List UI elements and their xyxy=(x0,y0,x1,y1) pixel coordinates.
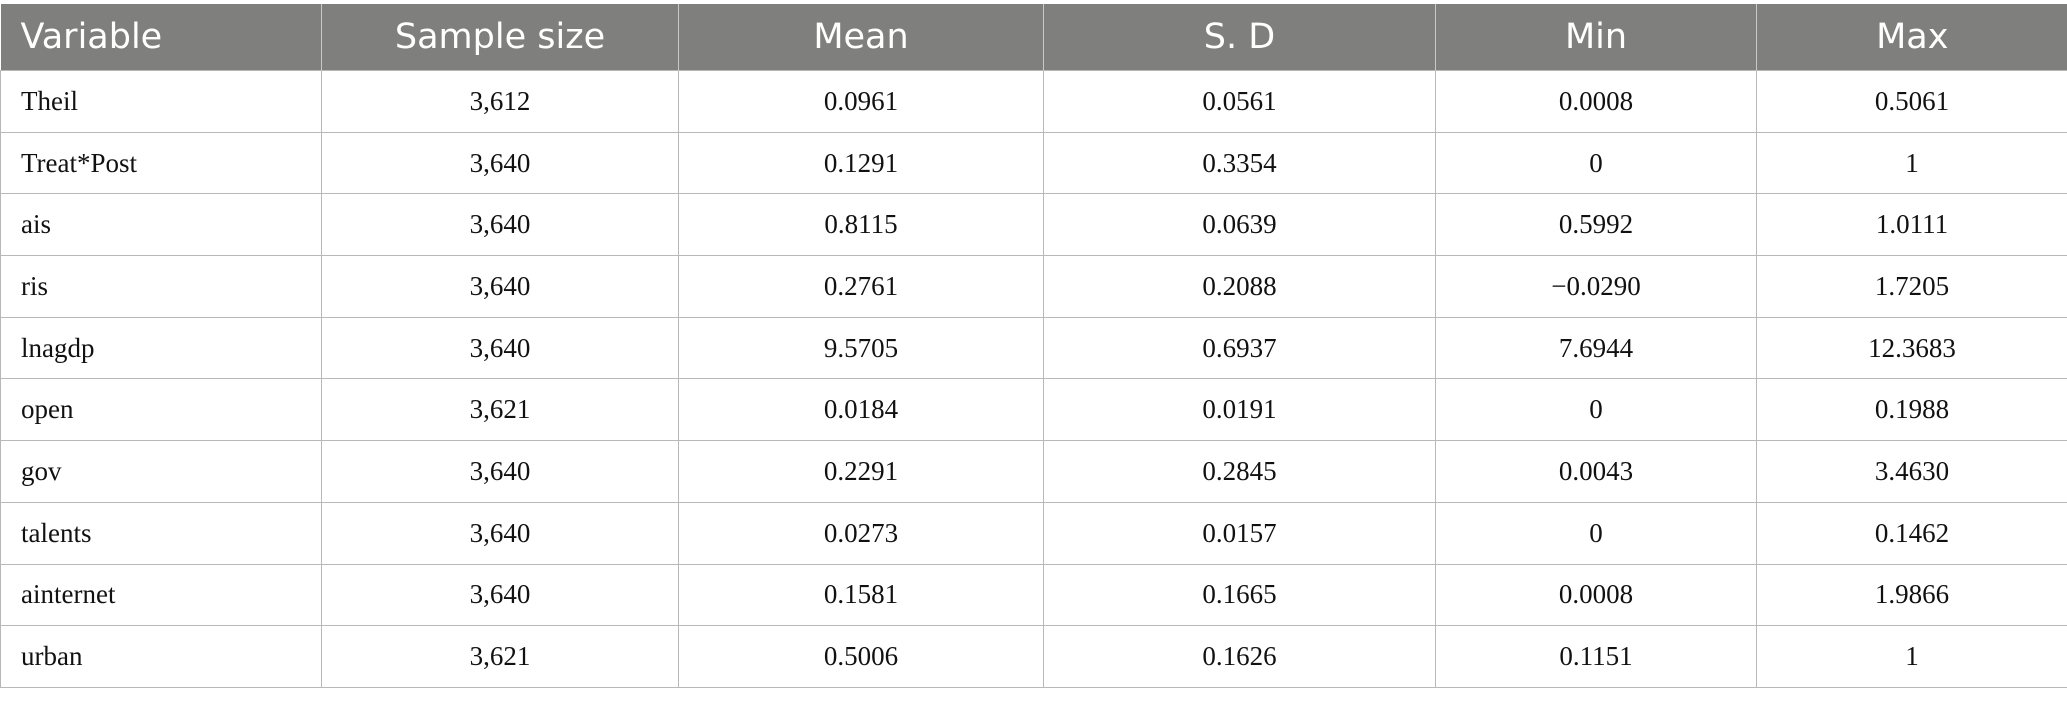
cell-max: 1.7205 xyxy=(1756,255,2067,318)
cell-variable: ais xyxy=(0,193,322,257)
cell-max: 3.4630 xyxy=(1756,440,2067,503)
cell-max: 12.3683 xyxy=(1756,316,2067,380)
cell-mean: 0.1581 xyxy=(678,563,1044,627)
cell-sd: 0.0639 xyxy=(1043,193,1436,257)
cell-min: 0.1151 xyxy=(1435,625,1757,688)
cell-sample-size: 3,621 xyxy=(321,378,679,442)
cell-sample-size: 3,640 xyxy=(321,255,679,318)
cell-sd: 0.0157 xyxy=(1043,501,1436,565)
cell-sd: 0.3354 xyxy=(1043,131,1436,195)
table-row: urban 3,621 0.5006 0.1626 0.1151 1 xyxy=(0,625,2067,688)
cell-max: 1.0111 xyxy=(1756,193,2067,257)
cell-variable: ris xyxy=(0,255,322,318)
cell-sd: 0.1626 xyxy=(1043,625,1436,688)
table-row: talents 3,640 0.0273 0.0157 0 0.1462 xyxy=(0,501,2067,565)
table-row: ainternet 3,640 0.1581 0.1665 0.0008 1.9866 xyxy=(0,563,2067,627)
cell-mean: 0.2761 xyxy=(678,255,1044,318)
header-variable: Variable xyxy=(0,4,322,71)
cell-variable: ainternet xyxy=(0,563,322,627)
statistics-table-container: Variable Sample size Mean S. D Min Max T… xyxy=(0,4,2067,688)
cell-max: 1 xyxy=(1756,131,2067,195)
cell-mean: 0.8115 xyxy=(678,193,1044,257)
table-row: ais 3,640 0.8115 0.0639 0.5992 1.0111 xyxy=(0,193,2067,257)
cell-mean: 9.5705 xyxy=(678,316,1044,380)
cell-sd: 0.6937 xyxy=(1043,316,1436,380)
cell-variable: lnagdp xyxy=(0,316,322,380)
cell-sample-size: 3,640 xyxy=(321,316,679,380)
descriptive-statistics-table: Variable Sample size Mean S. D Min Max T… xyxy=(0,4,2067,688)
table-header-row: Variable Sample size Mean S. D Min Max xyxy=(0,4,2067,71)
cell-max: 1 xyxy=(1756,625,2067,688)
cell-sample-size: 3,640 xyxy=(321,193,679,257)
cell-sample-size: 3,612 xyxy=(321,70,679,133)
cell-variable: Treat*Post xyxy=(0,131,322,195)
cell-min: −0.0290 xyxy=(1435,255,1757,318)
cell-min: 0 xyxy=(1435,131,1757,195)
cell-variable: Theil xyxy=(0,70,322,133)
cell-max: 0.1462 xyxy=(1756,501,2067,565)
header-max: Max xyxy=(1756,4,2067,71)
header-mean: Mean xyxy=(678,4,1044,71)
table-body: Theil 3,612 0.0961 0.0561 0.0008 0.5061 Treat*… xyxy=(0,70,2067,688)
cell-min: 0.0008 xyxy=(1435,70,1757,133)
cell-sd: 0.1665 xyxy=(1043,563,1436,627)
cell-mean: 0.0184 xyxy=(678,378,1044,442)
cell-sample-size: 3,640 xyxy=(321,563,679,627)
cell-sample-size: 3,621 xyxy=(321,625,679,688)
cell-variable: gov xyxy=(0,440,322,503)
cell-sd: 0.0191 xyxy=(1043,378,1436,442)
cell-variable: urban xyxy=(0,625,322,688)
cell-sample-size: 3,640 xyxy=(321,440,679,503)
cell-mean: 0.5006 xyxy=(678,625,1044,688)
header-sd: S. D xyxy=(1043,4,1436,71)
cell-min: 0 xyxy=(1435,378,1757,442)
table-row: gov 3,640 0.2291 0.2845 0.0043 3.4630 xyxy=(0,440,2067,503)
table-row: ris 3,640 0.2761 0.2088 −0.0290 1.7205 xyxy=(0,255,2067,318)
header-min: Min xyxy=(1435,4,1757,71)
cell-min: 0.0043 xyxy=(1435,440,1757,503)
cell-min: 0.0008 xyxy=(1435,563,1757,627)
cell-max: 0.1988 xyxy=(1756,378,2067,442)
table-row: Theil 3,612 0.0961 0.0561 0.0008 0.5061 xyxy=(0,70,2067,133)
cell-mean: 0.0961 xyxy=(678,70,1044,133)
cell-mean: 0.1291 xyxy=(678,131,1044,195)
cell-variable: open xyxy=(0,378,322,442)
cell-min: 7.6944 xyxy=(1435,316,1757,380)
cell-sd: 0.2845 xyxy=(1043,440,1436,503)
cell-max: 0.5061 xyxy=(1756,70,2067,133)
table-row: Treat*Post 3,640 0.1291 0.3354 0 1 xyxy=(0,131,2067,195)
header-sample-size: Sample size xyxy=(321,4,679,71)
table-row: lnagdp 3,640 9.5705 0.6937 7.6944 12.3683 xyxy=(0,316,2067,380)
cell-sample-size: 3,640 xyxy=(321,501,679,565)
cell-mean: 0.2291 xyxy=(678,440,1044,503)
table-row: open 3,621 0.0184 0.0191 0 0.1988 xyxy=(0,378,2067,442)
cell-sd: 0.0561 xyxy=(1043,70,1436,133)
cell-min: 0 xyxy=(1435,501,1757,565)
cell-sd: 0.2088 xyxy=(1043,255,1436,318)
cell-mean: 0.0273 xyxy=(678,501,1044,565)
cell-sample-size: 3,640 xyxy=(321,131,679,195)
cell-variable: talents xyxy=(0,501,322,565)
cell-max: 1.9866 xyxy=(1756,563,2067,627)
cell-min: 0.5992 xyxy=(1435,193,1757,257)
